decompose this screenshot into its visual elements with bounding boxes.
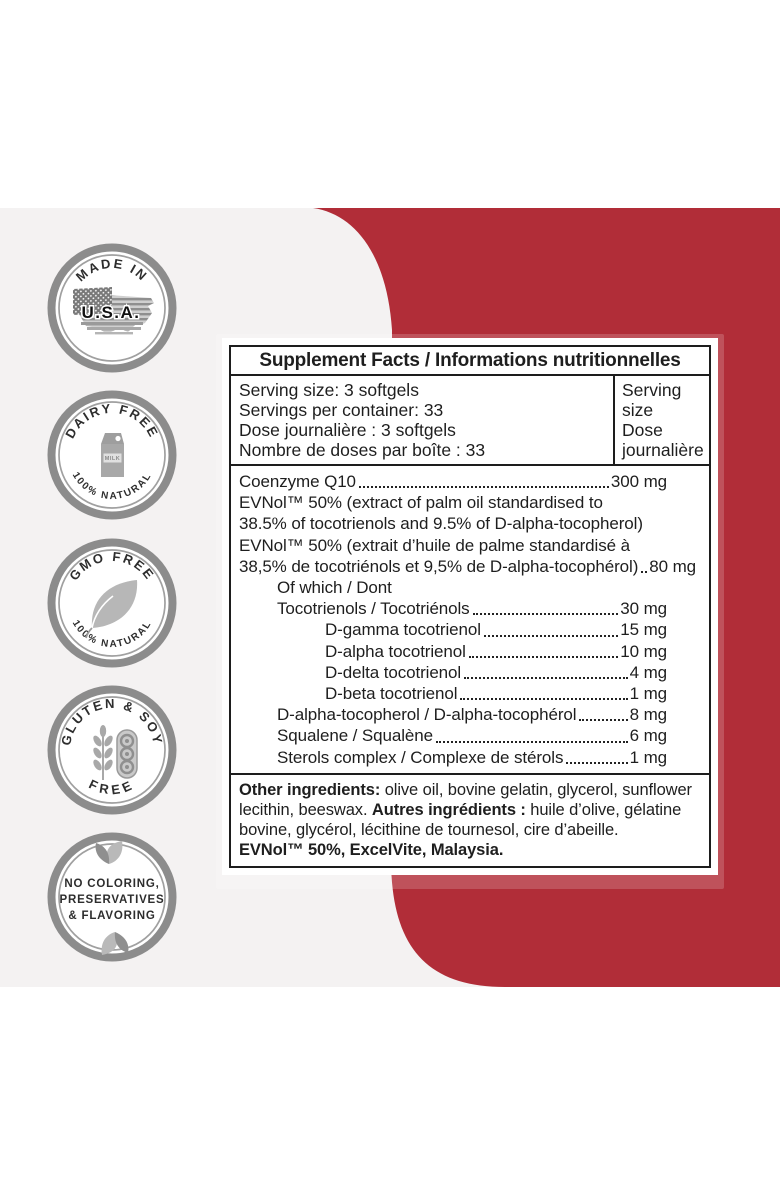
- ingredient-amount: 80 mg: [649, 556, 697, 576]
- ingredient-name: EVNol™ 50% (extrait d’huile de palme sta…: [239, 535, 630, 555]
- ingredient-row: EVNol™ 50% (extract of palm oil standard…: [231, 492, 667, 513]
- ingredient-name: EVNol™ 50% (extract of palm oil standard…: [239, 493, 603, 513]
- badge-gmo-free: GMO FREE 100% NATURAL: [47, 538, 177, 668]
- ingredient-amount: 6 mg: [629, 726, 668, 746]
- dot-leader: [472, 613, 619, 616]
- ingredient-amount: 15 mg: [620, 620, 667, 640]
- dot-leader: [483, 634, 619, 637]
- dot-leader: [641, 571, 648, 574]
- supplement-facts-table: Supplement Facts / Informations nutritio…: [229, 345, 711, 868]
- ingredient-name: D-gamma tocotrienol: [325, 620, 481, 640]
- nombre-doses-line: Nombre de doses par boîte : 33: [239, 440, 486, 460]
- milk-label: MILK: [105, 456, 120, 462]
- dot-leader: [460, 698, 628, 701]
- serving-info-right: Serving size Dose journalière: [613, 376, 709, 464]
- ingredient-name: Sterols complex / Complexe de stérols: [277, 747, 564, 767]
- ingredient-amount: 8 mg: [629, 705, 668, 725]
- servings-per-container-line: Servings per container: 33: [239, 400, 444, 420]
- ingredient-row: Squalene / Squalène 6 mg: [231, 725, 667, 746]
- leaf-icon: [85, 580, 138, 639]
- serving-size-line: Serving size: 3 softgels: [239, 380, 419, 400]
- ingredient-row: 38.5% of tocotrienols and 9.5% of D-alph…: [231, 513, 667, 534]
- serving-col-line: size: [622, 400, 654, 420]
- dot-leader: [579, 719, 628, 722]
- ingredient-name: D-alpha-tocopherol / D-alpha-tocophérol: [277, 705, 577, 725]
- ingredient-amount: 4 mg: [629, 662, 668, 682]
- ingredient-row: D-delta tocotrienol 4 mg: [231, 662, 667, 683]
- serving-col-line: journalière: [622, 440, 704, 460]
- badge-line-1: NO COLORING,: [64, 878, 159, 890]
- evnol-source-line: EVNol™ 50%, ExcelVite, Malaysia.: [239, 840, 504, 859]
- ingredients-section: Coenzyme Q10 300 mg EVNol™ 50% (extract …: [231, 466, 709, 775]
- soy-pod-icon: [116, 729, 138, 779]
- milk-carton-icon: MILK: [101, 433, 124, 477]
- badge-dairy-free: DAIRY FREE 100% NATURAL MILK: [47, 390, 177, 520]
- ingredient-name: 38,5% de tocotriénols et 9,5% de D-alpha…: [239, 556, 639, 576]
- other-ingredients-section: Other ingredients: olive oil, bovine gel…: [231, 775, 709, 866]
- ingredient-row: Tocotrienols / Tocotriénols 30 mg: [231, 598, 667, 619]
- serving-col-line: Dose: [622, 420, 663, 440]
- ingredient-row: Of which / Dont: [231, 577, 667, 598]
- badge-line-3: & FLAVORING: [68, 910, 155, 922]
- supplement-facts-title: Supplement Facts / Informations nutritio…: [231, 347, 709, 376]
- ingredient-name: Of which / Dont: [277, 578, 392, 598]
- ingredient-row: 38,5% de tocotriénols et 9,5% de D-alpha…: [231, 556, 696, 577]
- ingredient-row: EVNol™ 50% (extrait d’huile de palme sta…: [231, 535, 667, 556]
- autres-ingredients-text: huile d’olive, gélatine bovine, glycérol…: [239, 800, 682, 839]
- dot-leader: [468, 655, 619, 658]
- ingredient-name: Coenzyme Q10: [239, 472, 356, 491]
- other-ingredients-paragraph: Other ingredients: olive oil, bovine gel…: [239, 780, 701, 840]
- ingredient-row: D-gamma tocotrienol 15 mg: [231, 619, 667, 640]
- dot-leader: [435, 740, 628, 743]
- usa-map-icon: U.S.A.: [73, 286, 154, 335]
- ingredient-amount: 1 mg: [629, 747, 668, 767]
- ingredient-amount: 300 mg: [610, 472, 667, 491]
- serving-info-row: Serving size: 3 softgels Servings per co…: [231, 376, 709, 466]
- ingredient-row: D-alpha-tocopherol / D-alpha-tocophérol …: [231, 704, 667, 725]
- ingredient-row: D-beta tocotrienol 1 mg: [231, 683, 667, 704]
- ingredient-row: D-alpha tocotrienol 10 mg: [231, 641, 667, 662]
- usa-text: U.S.A.: [81, 303, 140, 322]
- serving-info-left: Serving size: 3 softgels Servings per co…: [231, 376, 613, 464]
- ingredient-row: Coenzyme Q10 300 mg: [231, 471, 667, 492]
- ingredient-row: Sterols complex / Complexe de stérols 1 …: [231, 747, 667, 768]
- ingredient-name: D-beta tocotrienol: [325, 684, 458, 704]
- ingredient-name: D-alpha tocotrienol: [325, 641, 466, 661]
- badge-arc-bottom-text: FREE: [87, 776, 138, 797]
- dot-leader: [358, 486, 609, 489]
- ingredient-amount: 1 mg: [629, 684, 668, 704]
- other-ingredients-label: Other ingredients:: [239, 780, 381, 799]
- other-ingredients-text: olive oil, bovine gelatin, glycerol, sun…: [239, 780, 692, 819]
- dose-journaliere-line: Dose journalière : 3 softgels: [239, 420, 456, 440]
- badge-gluten-soy-free: GLUTEN & SOY FREE: [47, 685, 177, 815]
- leaves-icon: [95, 841, 123, 864]
- ingredient-amount: 30 mg: [620, 599, 667, 619]
- ingredient-name: D-delta tocotrienol: [325, 662, 462, 682]
- ingredient-name: 38.5% of tocotrienols and 9.5% of D-alph…: [239, 514, 643, 534]
- autres-ingredients-label: Autres ingrédients :: [371, 800, 526, 819]
- dot-leader: [464, 677, 628, 680]
- badge-line-2: PRESERVATIVES: [60, 894, 165, 906]
- wheat-icon: [93, 725, 113, 780]
- supplement-facts-card: Supplement Facts / Informations nutritio…: [216, 334, 724, 889]
- ingredient-name: Tocotrienols / Tocotriénols: [277, 599, 470, 619]
- ingredient-amount: 10 mg: [620, 641, 667, 661]
- ingredient-name: Squalene / Squalène: [277, 726, 433, 746]
- badge-no-additives: NO COLORING, PRESERVATIVES & FLAVORING: [47, 832, 177, 962]
- serving-col-line: Serving: [622, 380, 682, 400]
- badge-made-in-usa: MADE IN U.S.A.: [47, 243, 177, 373]
- dot-leader: [566, 761, 628, 764]
